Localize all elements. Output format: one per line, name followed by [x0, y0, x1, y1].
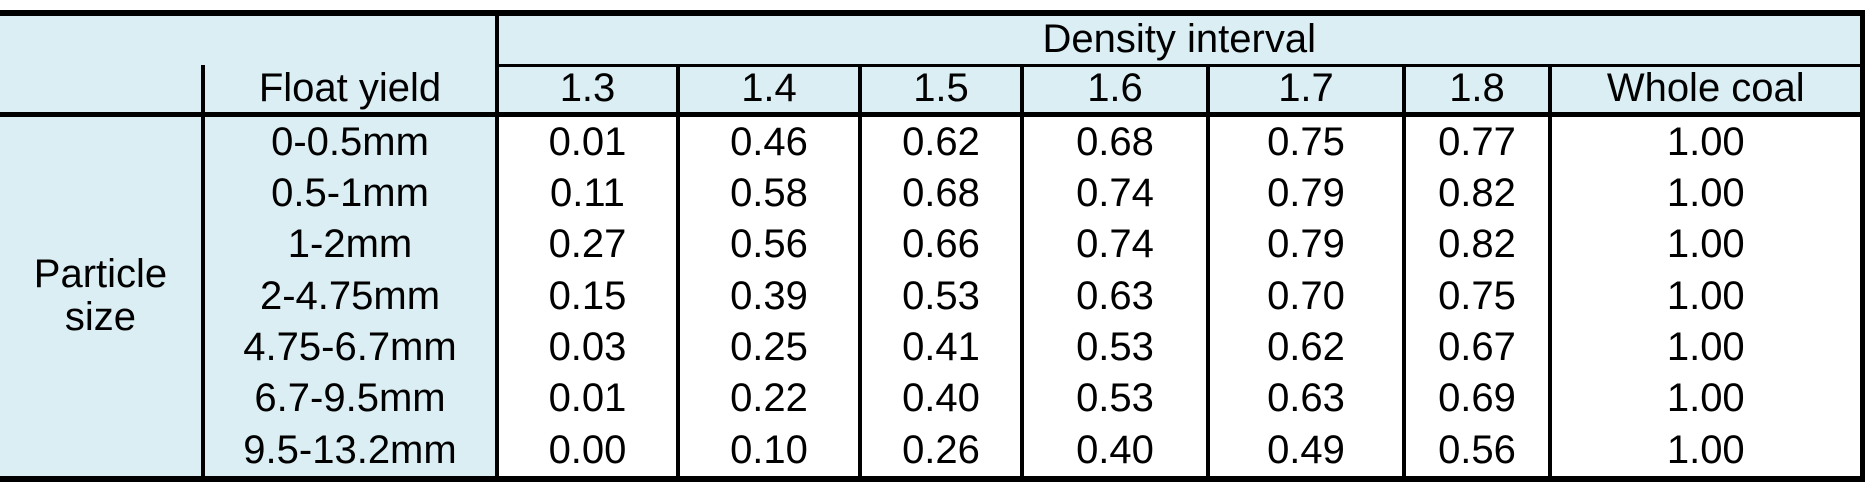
density-col-header: 1.7: [1206, 65, 1404, 117]
yield-value-cell: 0.77: [1402, 114, 1550, 169]
corner-blank-cell: [0, 13, 497, 65]
yield-value-cell: 1.00: [1547, 372, 1865, 425]
yield-value-cell: 0.22: [676, 372, 860, 425]
yield-value-cell: 0.67: [1402, 321, 1550, 373]
yield-value-cell: 1.00: [1547, 168, 1865, 220]
yield-value-cell: 0.62: [1206, 321, 1404, 373]
yield-value-cell: 0.82: [1402, 219, 1550, 271]
yield-value-cell: 0.66: [858, 219, 1022, 271]
yield-value-cell: 0.53: [858, 270, 1022, 322]
table-row: Particle size 0-0.5mm 0.01 0.46 0.62 0.6…: [0, 114, 1865, 479]
density-col-header: 1.8: [1402, 65, 1550, 117]
yield-value-cell: 0.15: [495, 270, 678, 322]
yield-value-cell: 1.00: [1547, 114, 1865, 169]
yield-value-cell: 0.39: [676, 270, 860, 322]
float-yield-header: Float yield: [201, 65, 497, 117]
blank-cell: [0, 65, 203, 117]
yield-value-cell: 0.40: [858, 372, 1022, 425]
yield-value-cell: 0.79: [1206, 219, 1404, 271]
yield-value-cell: 0.74: [1020, 168, 1208, 220]
particle-size-row-label: 2-4.75mm: [201, 270, 497, 322]
yield-value-cell: 0.56: [676, 219, 860, 271]
table-row: 1-2mm 0.27 0.56 0.66 0.74 0.79 0.82 1.00: [0, 219, 1865, 271]
table-row: Density interval: [0, 13, 1865, 67]
particle-size-row-label: 0-0.5mm: [201, 114, 497, 169]
yield-value-cell: 0.49: [1206, 424, 1404, 479]
yield-value-cell: 0.68: [858, 168, 1022, 220]
yield-value-cell: 0.58: [676, 168, 860, 220]
yield-value-cell: 0.00: [495, 424, 678, 479]
particle-size-row-label: 1-2mm: [201, 219, 497, 271]
yield-value-cell: 0.63: [1206, 372, 1404, 425]
yield-value-cell: 0.03: [495, 321, 678, 373]
particle-size-row-label: 4.75-6.7mm: [201, 321, 497, 373]
yield-value-cell: 0.26: [858, 424, 1022, 479]
particle-size-row-label: 0.5-1mm: [201, 168, 497, 220]
yield-value-cell: 0.63: [1020, 270, 1208, 322]
yield-value-cell: 0.41: [858, 321, 1022, 373]
yield-value-cell: 0.40: [1020, 424, 1208, 479]
yield-value-cell: 0.62: [858, 114, 1022, 169]
yield-value-cell: 0.79: [1206, 168, 1404, 220]
float-yield-table: Density interval Float yield 1.3 1.4 1.5…: [0, 10, 1865, 482]
density-interval-header: Density interval: [494, 13, 1865, 67]
table-row: 2-4.75mm 0.15 0.39 0.53 0.63 0.70 0.75 1…: [0, 270, 1865, 322]
yield-value-cell: 0.70: [1206, 270, 1404, 322]
particle-size-label: Particle size: [0, 114, 203, 479]
yield-value-cell: 0.68: [1020, 114, 1208, 169]
yield-value-cell: 0.53: [1020, 372, 1208, 425]
density-col-header: 1.4: [676, 65, 860, 117]
yield-value-cell: 0.69: [1402, 372, 1550, 425]
yield-value-cell: 0.46: [676, 114, 860, 169]
yield-value-cell: 0.75: [1206, 114, 1404, 169]
yield-value-cell: 0.27: [495, 219, 678, 271]
yield-value-cell: 0.53: [1020, 321, 1208, 373]
table-row: Float yield 1.3 1.4 1.5 1.6 1.7 1.8 Whol…: [0, 65, 1865, 117]
yield-value-cell: 0.74: [1020, 219, 1208, 271]
density-col-header: 1.6: [1020, 65, 1208, 117]
yield-value-cell: 0.56: [1402, 424, 1550, 479]
density-col-header: 1.5: [858, 65, 1022, 117]
yield-value-cell: 0.11: [495, 168, 678, 220]
yield-value-cell: 0.01: [495, 114, 678, 169]
yield-value-cell: 0.25: [676, 321, 860, 373]
table-row: 0.5-1mm 0.11 0.58 0.68 0.74 0.79 0.82 1.…: [0, 168, 1865, 220]
table-row: 6.7-9.5mm 0.01 0.22 0.40 0.53 0.63 0.69 …: [0, 372, 1865, 425]
particle-size-row-label: 9.5-13.2mm: [201, 424, 497, 479]
yield-value-cell: 0.01: [495, 372, 678, 425]
yield-value-cell: 0.10: [676, 424, 860, 479]
yield-value-cell: 1.00: [1547, 321, 1865, 373]
yield-value-cell: 1.00: [1547, 424, 1865, 479]
particle-size-row-label: 6.7-9.5mm: [201, 372, 497, 425]
table-row: 4.75-6.7mm 0.03 0.25 0.41 0.53 0.62 0.67…: [0, 321, 1865, 373]
yield-value-cell: 0.82: [1402, 168, 1550, 220]
whole-coal-header: Whole coal: [1547, 65, 1865, 117]
density-col-header: 1.3: [495, 65, 678, 117]
yield-value-cell: 0.75: [1402, 270, 1550, 322]
yield-value-cell: 1.00: [1547, 270, 1865, 322]
yield-value-cell: 1.00: [1547, 219, 1865, 271]
table-row: 9.5-13.2mm 0.00 0.10 0.26 0.40 0.49 0.56…: [0, 424, 1865, 479]
